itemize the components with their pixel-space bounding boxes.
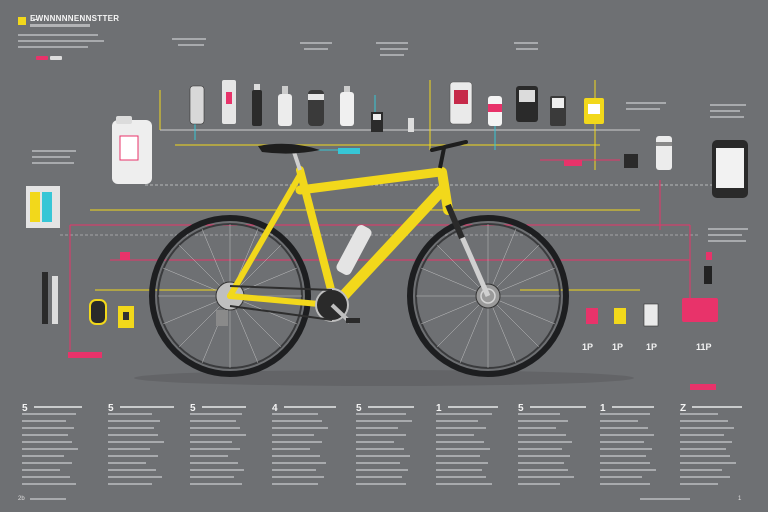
intro-white-tag — [50, 56, 62, 60]
logo-icon — [18, 17, 26, 25]
water-bottle — [336, 225, 372, 275]
spray-bottle-icon — [252, 90, 262, 126]
column-number-7: 5 — [518, 403, 524, 414]
column-number-2: 5 — [108, 403, 114, 414]
column-number-1: 5 — [22, 403, 28, 414]
footer-right: 1 — [738, 496, 742, 502]
column-number-8: 1 — [600, 403, 606, 414]
column-number-4: 4 — [272, 403, 278, 414]
column-number-3: 5 — [190, 403, 196, 414]
handlebar — [438, 147, 446, 169]
footer-left-line — [30, 498, 66, 500]
product-column-left — [26, 116, 152, 358]
footer-right-line — [640, 498, 690, 500]
product-column-right — [338, 136, 748, 390]
column-number-5: 5 — [356, 403, 362, 414]
callout-number-3: 1P — [646, 342, 658, 352]
connector-lines — [60, 80, 720, 350]
pump-icon — [656, 136, 672, 170]
page-title: E̶WNNNNNENNSTTER — [30, 14, 120, 23]
canister-icon — [189, 85, 205, 125]
product-row-top — [189, 80, 604, 132]
callout-number-1: 1P — [582, 342, 594, 352]
bicycle-illustration — [134, 140, 634, 386]
footer-left: 2b — [18, 496, 25, 502]
tool-icon — [408, 118, 414, 132]
column-number-6: 1 — [436, 403, 442, 414]
seat-post — [292, 151, 302, 171]
page-subtitle-bar — [30, 24, 90, 27]
bike-frame — [227, 166, 453, 311]
callout-number-4: 11P — [696, 342, 712, 352]
saddle — [258, 143, 320, 154]
intro-red-tag — [36, 56, 48, 60]
callout-number-2: 1P — [612, 342, 624, 352]
column-number-9: Z — [680, 403, 687, 414]
